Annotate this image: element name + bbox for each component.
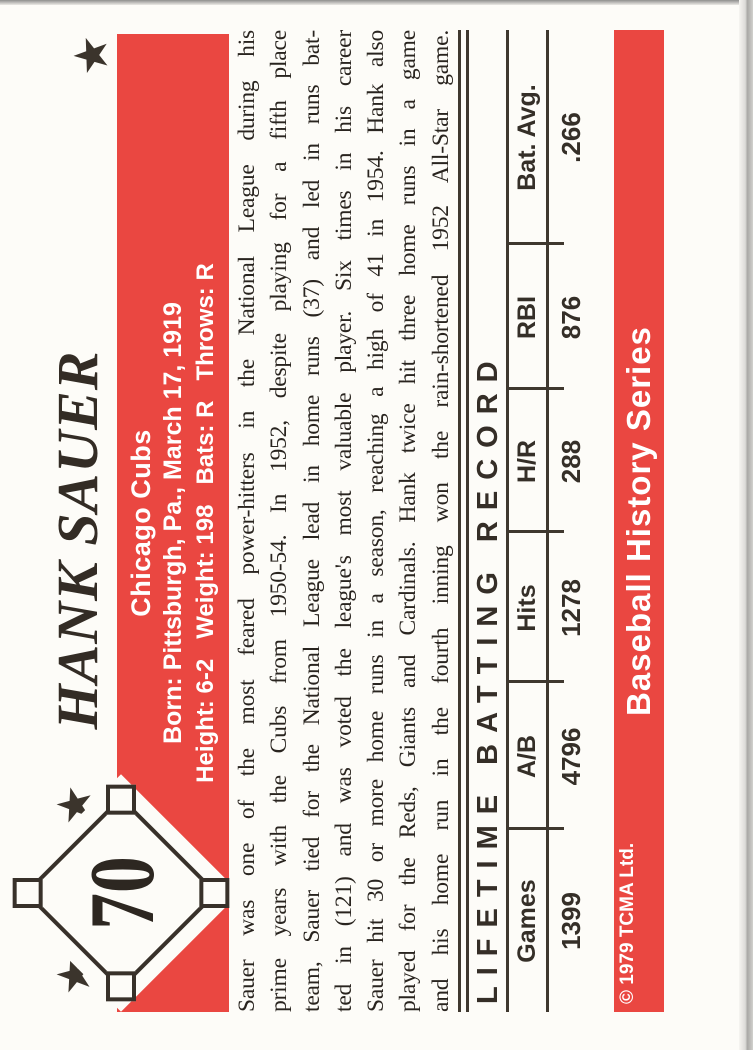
section-divider-rule: [466, 30, 469, 1012]
bio-line: Sauer hit 30 or more home runs in a seas…: [363, 30, 390, 1012]
base-square-icon: [12, 878, 43, 908]
table-value-row: 1399 4796 1278 288 876 .266: [551, 30, 591, 1012]
table-value-cell: 1399: [556, 892, 586, 950]
bio-line: prime years with the Cubs from 1950-54. …: [266, 30, 293, 1012]
table-header-cell: Hits: [513, 584, 541, 632]
table-value-cell: .266: [556, 112, 586, 163]
table-value-cell: 876: [556, 295, 586, 340]
table-header-cell: H/R: [513, 439, 541, 484]
table-value-cell: 288: [556, 439, 586, 484]
table-rule-mid: [546, 30, 549, 1012]
table-header-row: Games A/B Hits H/R RBI Bat. Avg.: [509, 30, 546, 1012]
bio-line: played for the Reds, Giants and Cardinal…: [395, 30, 422, 1012]
table-value-cell: 1278: [556, 579, 586, 637]
series-footer-bar: © 1979 TCMA Ltd. Baseball History Series: [614, 30, 664, 1012]
table-value-cell: 4796: [556, 727, 586, 786]
card-number: 70: [70, 856, 173, 930]
section-divider-rule: [458, 30, 461, 1012]
bio-line: Sauer was one of the most feared power-h…: [234, 30, 260, 1012]
copyright-text: © 1979 TCMA Ltd.: [617, 842, 638, 1004]
bio-paragraph: Sauer was one of the most feared power-h…: [231, 30, 457, 1012]
base-square-icon: [199, 878, 230, 908]
bio-line: team, Sauer tied for the National League…: [298, 30, 325, 1012]
table-header-cell: Bat. Avg.: [513, 84, 541, 191]
base-square-icon: [106, 971, 136, 1002]
table-header-cell: A/B: [513, 734, 541, 779]
bio-line: ted in (121) and was voted the league's …: [330, 30, 357, 1012]
card-edge-shadow: [739, 0, 753, 1050]
bio-line: and his home run in the fourth inning wo…: [427, 30, 454, 1012]
base-square-icon: [106, 784, 136, 815]
card-edge-shadow: [0, 0, 753, 5]
batting-record-title: LIFETIME BATTING RECORD: [472, 350, 504, 1004]
table-header-cell: Games: [513, 879, 541, 963]
table-header-cell: RBI: [513, 295, 541, 340]
